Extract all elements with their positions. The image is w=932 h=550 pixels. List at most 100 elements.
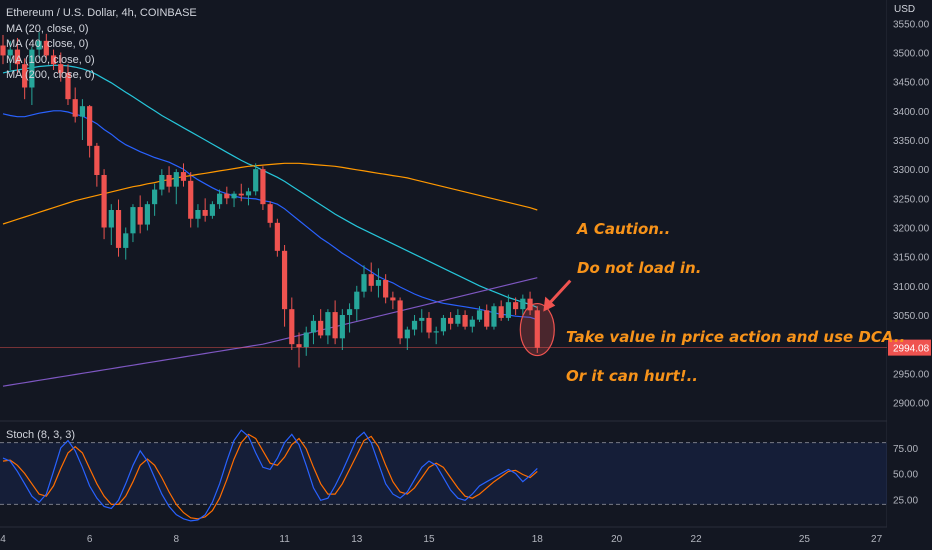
time-tick-label: 18 bbox=[532, 534, 544, 545]
candle-body bbox=[289, 309, 295, 345]
candle bbox=[115, 199, 122, 257]
stoch-legend[interactable]: Stoch (8, 3, 3) bbox=[6, 429, 76, 441]
candle-body bbox=[469, 319, 475, 327]
symbol-title[interactable]: Ethereum / U.S. Dollar, 4h, COINBASE bbox=[6, 7, 197, 19]
candle bbox=[231, 191, 237, 208]
candle-body bbox=[43, 40, 49, 56]
candle bbox=[180, 163, 187, 187]
candle-body bbox=[390, 297, 396, 301]
stochastic-pane bbox=[2, 429, 538, 522]
candle bbox=[123, 227, 129, 260]
candle bbox=[448, 312, 454, 330]
currency-label[interactable]: USD bbox=[894, 4, 916, 15]
candle bbox=[303, 326, 309, 356]
candle-body bbox=[188, 180, 194, 219]
stoch-tick-label: 75.00 bbox=[893, 444, 918, 455]
candle-body bbox=[36, 40, 42, 50]
candle bbox=[238, 183, 244, 202]
candles bbox=[0, 32, 540, 368]
candle bbox=[14, 37, 21, 73]
candle bbox=[375, 268, 382, 298]
candle bbox=[72, 87, 78, 123]
candle bbox=[108, 204, 114, 245]
candle bbox=[397, 297, 403, 345]
candle bbox=[173, 169, 179, 205]
candle bbox=[318, 309, 324, 339]
candle bbox=[476, 306, 483, 322]
candle bbox=[267, 201, 273, 228]
candle bbox=[144, 201, 150, 231]
candle-body bbox=[383, 280, 389, 298]
candle-body bbox=[419, 317, 425, 321]
time-tick-label: 8 bbox=[173, 534, 179, 545]
candle bbox=[455, 309, 461, 327]
candle-body bbox=[534, 310, 540, 348]
candle bbox=[332, 300, 338, 345]
candle-body bbox=[426, 317, 432, 333]
ma200-legend[interactable]: MA (200, close, 0) bbox=[6, 69, 95, 81]
time-tick-label: 11 bbox=[279, 534, 290, 545]
candle bbox=[534, 306, 540, 353]
candle bbox=[310, 315, 317, 345]
candle bbox=[513, 297, 519, 315]
annotation-overlay bbox=[519, 279, 572, 357]
candle-body bbox=[498, 306, 504, 318]
candle-body bbox=[281, 250, 288, 310]
candle bbox=[217, 189, 223, 209]
ma20-legend[interactable]: MA (20, close, 0) bbox=[6, 22, 89, 35]
candle bbox=[520, 294, 526, 315]
candle bbox=[527, 291, 533, 315]
candle bbox=[50, 49, 57, 70]
candle-body bbox=[7, 49, 13, 56]
candle-body bbox=[58, 64, 64, 73]
candle-body bbox=[354, 291, 360, 310]
candle-body bbox=[361, 274, 367, 292]
candle-body bbox=[346, 309, 353, 315]
candle bbox=[383, 274, 389, 304]
candle-body bbox=[231, 193, 237, 199]
ma40-legend[interactable]: MA (40, close, 0) bbox=[6, 38, 89, 50]
price-tick-label: 3200.00 bbox=[893, 224, 930, 235]
candle-body bbox=[339, 315, 345, 339]
candle bbox=[440, 315, 447, 336]
candle bbox=[411, 315, 418, 336]
candle bbox=[325, 309, 331, 345]
candle bbox=[274, 218, 280, 257]
stoch-k-line bbox=[2, 429, 538, 522]
candle-body bbox=[267, 204, 273, 223]
ma100-legend[interactable]: MA (100, close, 0) bbox=[6, 53, 95, 66]
candle bbox=[101, 169, 107, 240]
candle bbox=[469, 316, 475, 333]
candle bbox=[188, 172, 194, 228]
time-tick-label: 4 bbox=[0, 534, 6, 545]
candle-body bbox=[253, 169, 259, 192]
candle bbox=[433, 326, 439, 345]
candle-body bbox=[79, 106, 86, 117]
candle bbox=[0, 35, 6, 65]
candle-body bbox=[448, 317, 454, 324]
candle bbox=[29, 46, 35, 105]
candle-body bbox=[94, 145, 100, 175]
candle bbox=[22, 58, 28, 100]
candle bbox=[339, 309, 345, 350]
candle bbox=[346, 303, 353, 333]
candle-body bbox=[180, 172, 187, 181]
candle-body bbox=[505, 302, 511, 318]
candle bbox=[484, 304, 490, 330]
candle bbox=[260, 166, 266, 210]
candle bbox=[419, 309, 425, 333]
candle bbox=[43, 33, 49, 60]
candle bbox=[354, 285, 360, 321]
annotation-dca: Take value in price action and use DCA.. bbox=[566, 328, 906, 346]
candle-body bbox=[152, 189, 158, 205]
price-tick-label: 3050.00 bbox=[893, 311, 930, 322]
time-tick-label: 22 bbox=[691, 534, 703, 545]
candle bbox=[137, 195, 143, 234]
candle bbox=[296, 332, 302, 368]
candle bbox=[361, 265, 367, 298]
candle-body bbox=[202, 210, 208, 216]
candle-body bbox=[173, 172, 179, 187]
candle-body bbox=[411, 320, 418, 330]
stoch-tick-label: 25.00 bbox=[893, 495, 918, 506]
